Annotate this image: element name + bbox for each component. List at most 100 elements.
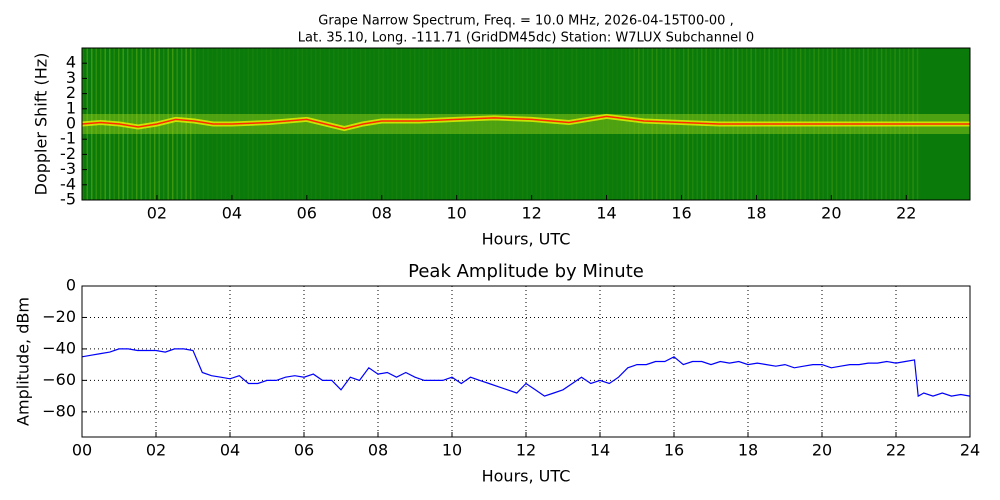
noise-band [589, 48, 591, 200]
noise-band [575, 48, 578, 200]
noise-band [306, 48, 308, 200]
noise-band [176, 48, 178, 200]
x-tick-label: 02 [146, 441, 166, 460]
noise-band [642, 48, 645, 200]
noise-band [418, 48, 420, 200]
noise-band [386, 48, 389, 200]
x-tick-label: 14 [596, 204, 616, 223]
noise-band [535, 48, 537, 200]
noise-band [337, 48, 340, 200]
y-axis-label: Amplitude, dBm [14, 297, 33, 426]
y-tick-label: -3 [60, 159, 76, 178]
y-tick-label: 0 [66, 276, 76, 295]
x-tick-label: 06 [297, 204, 317, 223]
y-tick-label: -5 [60, 190, 76, 209]
noise-band [427, 48, 429, 200]
noise-band [310, 48, 313, 200]
noise-band [167, 48, 169, 200]
y-tick-label: -1 [60, 129, 76, 148]
noise-band [503, 48, 506, 200]
noise-band [616, 48, 618, 200]
y-tick-label: −60 [42, 370, 76, 389]
noise-band [449, 48, 452, 200]
x-tick-label: 14 [590, 441, 610, 460]
y-tick-label: −80 [42, 401, 76, 420]
noise-band [458, 48, 461, 200]
x-axis-label: Hours, UTC [482, 230, 571, 249]
y-axis-label: Doppler Shift (Hz) [32, 53, 51, 196]
noise-band [409, 48, 411, 200]
amplitude-line [81, 348, 971, 398]
noise-band [647, 48, 649, 200]
x-tick-label: 04 [222, 204, 242, 223]
plot-frame [81, 47, 971, 201]
noise-band [463, 48, 465, 200]
x-tick-label: 10 [442, 441, 462, 460]
noise-band [553, 48, 555, 200]
x-tick-label: 22 [896, 204, 916, 223]
noise-band [481, 48, 483, 200]
noise-band [539, 48, 542, 200]
noise-band [400, 48, 402, 200]
plot-frame [81, 285, 971, 438]
noise-band [454, 48, 456, 200]
y-tick-label: -4 [60, 174, 76, 193]
y-tick-label: -2 [60, 144, 76, 163]
noise-band [544, 48, 546, 200]
x-tick-label: 24 [960, 441, 980, 460]
noise-band [288, 48, 290, 200]
y-tick-label: −40 [42, 338, 76, 357]
chart-title: Grape Narrow Spectrum, Freq. = 10.0 MHz,… [318, 14, 733, 29]
y-tick-label: −20 [42, 307, 76, 326]
noise-band [580, 48, 582, 200]
x-tick-label: 12 [516, 441, 536, 460]
noise-band [512, 48, 515, 200]
x-tick-label: 16 [671, 204, 691, 223]
noise-band [413, 48, 416, 200]
noise-band [651, 48, 654, 200]
y-tick-label: 3 [66, 68, 76, 87]
noise-band [476, 48, 479, 200]
noise-band [189, 48, 192, 200]
noise-band [526, 48, 528, 200]
noise-band [467, 48, 470, 200]
noise-band [346, 48, 349, 200]
x-tick-label: 10 [447, 204, 467, 223]
noise-band [611, 48, 614, 200]
x-tick-label: 16 [664, 441, 684, 460]
x-tick-label: 18 [738, 441, 758, 460]
y-tick-label: 4 [66, 53, 76, 72]
noise-band [395, 48, 398, 200]
chart-title: Peak Amplitude by Minute [408, 261, 644, 282]
x-tick-label: 00 [72, 441, 92, 460]
noise-band [283, 48, 286, 200]
x-tick-label: 20 [821, 204, 841, 223]
noise-band [620, 48, 623, 200]
noise-band [494, 48, 497, 200]
noise-band [490, 48, 492, 200]
x-tick-label: 08 [372, 204, 392, 223]
noise-band [508, 48, 510, 200]
noise-band [301, 48, 304, 200]
y-tick-label: 2 [66, 83, 76, 102]
noise-band [382, 48, 384, 200]
noise-band [499, 48, 501, 200]
noise-band [633, 48, 636, 200]
noise-band [391, 48, 393, 200]
noise-band [607, 48, 609, 200]
noise-band [422, 48, 425, 200]
noise-band [440, 48, 443, 200]
noise-band [292, 48, 295, 200]
noise-band [584, 48, 587, 200]
x-axis-label: Hours, UTC [482, 467, 571, 486]
noise-band [593, 48, 596, 200]
noise-band [297, 48, 299, 200]
noise-band [351, 48, 353, 200]
noise-band [445, 48, 447, 200]
noise-band [180, 48, 183, 200]
noise-band [638, 48, 640, 200]
noise-band [185, 48, 187, 200]
y-tick-label: 0 [66, 114, 76, 133]
doppler-trace [81, 115, 970, 130]
